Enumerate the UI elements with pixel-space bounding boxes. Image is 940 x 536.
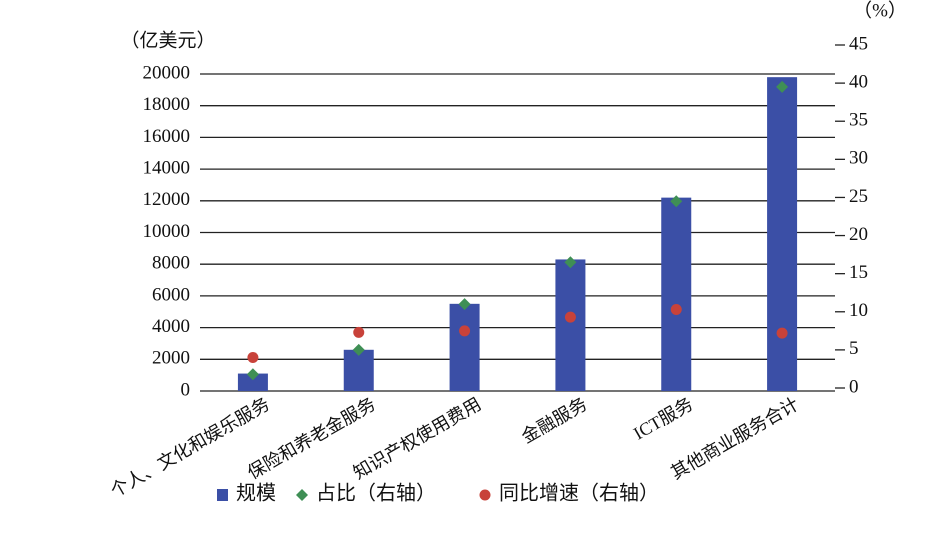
circle-marker bbox=[247, 352, 259, 364]
y2-tick-label: 35 bbox=[849, 110, 868, 131]
circle-marker bbox=[459, 325, 471, 337]
y2-axis-label: （%） bbox=[853, 0, 907, 21]
diamond-marker bbox=[670, 195, 683, 208]
y-tick-label: 4000 bbox=[152, 316, 190, 337]
legend-swatch bbox=[479, 489, 491, 501]
x-tick-label: ICT服务 bbox=[630, 394, 696, 444]
y-tick-label: 16000 bbox=[143, 126, 191, 147]
y-axis-label: （亿美元） bbox=[120, 29, 215, 51]
legend-swatch bbox=[296, 489, 308, 501]
y2-tick-label: 40 bbox=[849, 71, 868, 92]
y-tick-label: 0 bbox=[181, 379, 191, 400]
bar bbox=[237, 373, 268, 391]
circle-marker bbox=[353, 326, 365, 338]
y2-tick-label: 25 bbox=[849, 186, 868, 207]
circle-marker bbox=[670, 303, 682, 315]
diamond-marker bbox=[564, 256, 577, 269]
y2-tick-label: 0 bbox=[849, 376, 859, 397]
y2-tick-label: 5 bbox=[849, 338, 859, 359]
x-tick-label: 金融服务 bbox=[518, 394, 590, 447]
y2-tick-label: 10 bbox=[849, 300, 868, 321]
bar bbox=[343, 349, 374, 391]
legend-label: 规模 bbox=[236, 482, 276, 505]
bar bbox=[661, 197, 692, 391]
legend-label: 同比增速（右轴） bbox=[499, 482, 659, 505]
y-tick-label: 10000 bbox=[143, 221, 191, 242]
bar bbox=[555, 259, 586, 391]
legend-swatch bbox=[217, 489, 228, 501]
y-tick-label: 2000 bbox=[152, 348, 190, 369]
diamond-marker bbox=[246, 368, 259, 381]
y-tick-label: 12000 bbox=[143, 189, 191, 210]
circle-marker bbox=[564, 311, 576, 323]
y2-tick-label: 15 bbox=[849, 262, 868, 283]
diamond-marker bbox=[458, 298, 471, 311]
y-tick-label: 20000 bbox=[143, 62, 191, 83]
y-tick-label: 6000 bbox=[152, 284, 190, 305]
y2-tick-label: 30 bbox=[849, 148, 868, 169]
diamond-marker bbox=[352, 343, 365, 356]
circle-marker bbox=[776, 327, 788, 339]
y2-tick-label: 20 bbox=[849, 224, 868, 245]
diamond-marker bbox=[776, 80, 789, 93]
y-tick-label: 14000 bbox=[143, 157, 191, 178]
legend-label: 占比（右轴） bbox=[316, 482, 436, 505]
y-tick-label: 8000 bbox=[152, 253, 190, 274]
y-tick-label: 18000 bbox=[143, 94, 191, 115]
y2-tick-label: 45 bbox=[849, 33, 868, 54]
bar bbox=[449, 303, 480, 391]
bar bbox=[767, 77, 798, 392]
